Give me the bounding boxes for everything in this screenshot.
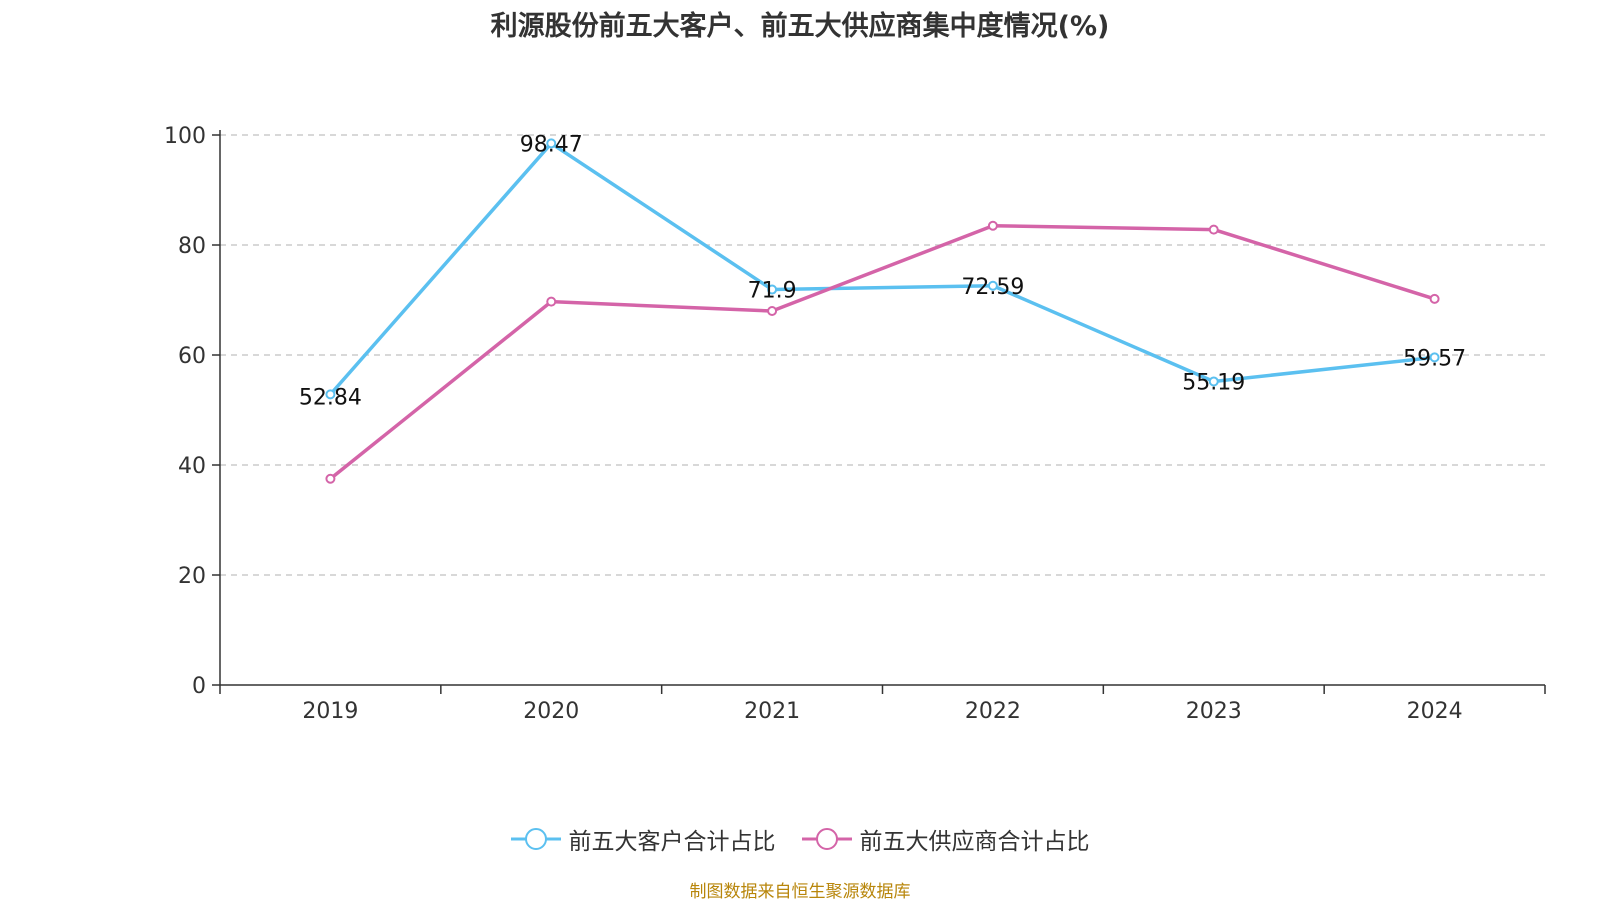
y-tick-label-80: 80 xyxy=(178,234,206,259)
y-axis-ticks: 0 20 40 60 80 100 xyxy=(164,124,220,699)
data-point-1-2019[interactable] xyxy=(325,473,336,484)
data-point-0-2022[interactable] xyxy=(987,280,998,291)
data-point-1-2021[interactable] xyxy=(767,306,778,316)
legend: 前五大客户合计占比 前五大供应商合计占比 xyxy=(0,822,1600,856)
data-label-2024: 59.57 xyxy=(1403,346,1466,371)
legend-item-suppliers[interactable]: 前五大供应商合计占比 xyxy=(801,822,1090,856)
data-point-1-2022[interactable] xyxy=(987,220,998,231)
data-point-1-2023[interactable] xyxy=(1208,224,1219,235)
data-label-2020: 98.47 xyxy=(520,132,583,157)
y-tick-label-100: 100 xyxy=(164,124,206,149)
data-point-1-2024[interactable] xyxy=(1429,293,1440,304)
legend-label-suppliers: 前五大供应商合计占比 xyxy=(859,829,1090,855)
y-tick-label-0: 0 xyxy=(192,674,206,699)
legend-marker-customers-icon xyxy=(510,828,561,850)
legend-label-customers: 前五大客户合计占比 xyxy=(568,829,776,855)
x-tick-label-2022: 2022 xyxy=(965,699,1021,724)
legend-marker-suppliers-icon xyxy=(801,828,852,850)
data-label-2019: 52.84 xyxy=(299,385,362,410)
data-point-0-2019[interactable] xyxy=(325,389,336,400)
data-labels: 52.84 98.47 71.9 72.59 55.19 59.57 xyxy=(299,132,1466,410)
x-tick-label-2020: 2020 xyxy=(523,699,579,724)
data-label-2023: 55.19 xyxy=(1182,370,1245,395)
x-tick-label-2023: 2023 xyxy=(1186,699,1242,724)
data-point-0-2020[interactable] xyxy=(546,138,557,149)
data-point-0-2021[interactable] xyxy=(767,284,778,295)
data-point-0-2023[interactable] xyxy=(1208,376,1219,387)
x-axis-ticks: 2019 2020 2021 2022 2023 2024 xyxy=(219,685,1546,724)
y-tick-label-20: 20 xyxy=(178,564,206,589)
x-tick-label-2021: 2021 xyxy=(744,699,800,724)
x-tick-label-2019: 2019 xyxy=(302,699,358,724)
source-note: 制图数据来自恒生聚源数据库 xyxy=(689,882,911,902)
data-point-1-2020[interactable] xyxy=(546,296,557,307)
data-label-2022: 72.59 xyxy=(961,275,1024,300)
series-line-1 xyxy=(329,224,1436,481)
y-tick-label-40: 40 xyxy=(178,454,206,479)
x-tick-label-2024: 2024 xyxy=(1407,699,1463,724)
chart-title: 利源股份前五大客户、前五大供应商集中度情况(%) xyxy=(490,11,1110,42)
data-point-0-2024[interactable] xyxy=(1429,352,1440,363)
legend-item-customers[interactable]: 前五大客户合计占比 xyxy=(510,822,776,856)
grid-lines xyxy=(220,134,1545,576)
y-tick-label-60: 60 xyxy=(178,344,206,369)
data-label-2021: 71.9 xyxy=(748,279,797,304)
series-line-0 xyxy=(329,141,1435,396)
series-group xyxy=(325,138,1440,484)
